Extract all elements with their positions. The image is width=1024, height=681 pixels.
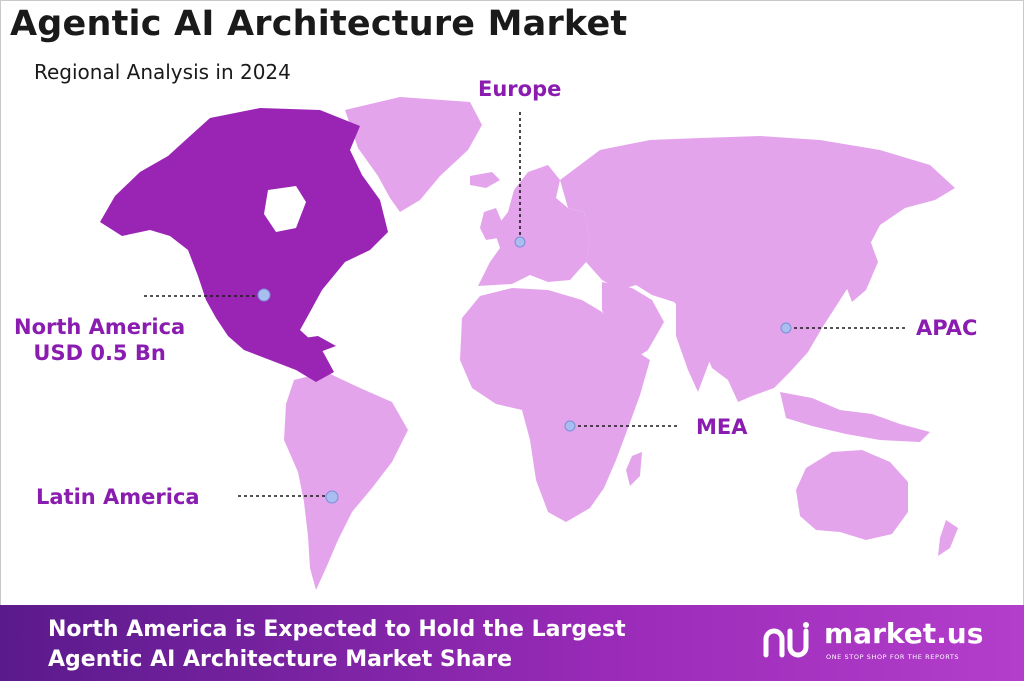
uk-shape <box>480 208 502 240</box>
page-title: Agentic AI Architecture Market <box>10 4 628 44</box>
mea-label: MEA <box>696 415 748 439</box>
sea-islands-shape <box>780 392 930 442</box>
apac-marker <box>780 322 792 334</box>
latin-america-label: Latin America <box>36 485 200 509</box>
north-america-shape <box>100 108 388 382</box>
madagascar-shape <box>626 452 642 486</box>
brand-block: market.us ONE STOP SHOP FOR THE REPORTS <box>760 617 1010 669</box>
latin-america-marker <box>325 490 339 504</box>
market-us-logo-icon <box>763 622 809 658</box>
mea-marker <box>564 420 576 432</box>
north-america-marker <box>257 288 271 302</box>
australia-shape <box>796 450 908 540</box>
asia-shape <box>560 136 955 402</box>
north-america-name: North America <box>14 315 186 339</box>
brand-name: market.us <box>824 617 984 650</box>
footer-line-2: Agentic AI Architecture Market Share <box>48 647 513 672</box>
europe-shape <box>478 165 590 286</box>
north-america-value: USD 0.5 Bn <box>33 341 166 366</box>
europe-label: Europe <box>478 77 562 101</box>
caribbean-shape <box>290 336 336 352</box>
page-subtitle: Regional Analysis in 2024 <box>34 60 291 84</box>
greenland-shape <box>345 97 482 212</box>
japan-shape <box>846 240 878 302</box>
apac-label: APAC <box>916 316 978 340</box>
footer-text: North America is Expected to Hold the La… <box>48 615 626 675</box>
footer-banner: North America is Expected to Hold the La… <box>0 605 1024 681</box>
africa-shape <box>460 288 650 522</box>
north-america-label: North America USD 0.5 Bn <box>14 314 185 367</box>
leader-lines <box>144 112 905 497</box>
hudson-bay-shape <box>264 186 306 232</box>
footer-line-1: North America is Expected to Hold the La… <box>48 617 626 642</box>
region-markers <box>257 236 792 504</box>
iceland-shape <box>470 172 500 188</box>
land-masses <box>284 97 958 590</box>
europe-marker <box>514 236 526 248</box>
new-zealand-shape <box>938 520 958 556</box>
world-map <box>100 97 958 590</box>
india-shape <box>676 300 722 392</box>
brand-tagline: ONE STOP SHOP FOR THE REPORTS <box>826 653 960 661</box>
south-america-shape <box>284 372 408 590</box>
